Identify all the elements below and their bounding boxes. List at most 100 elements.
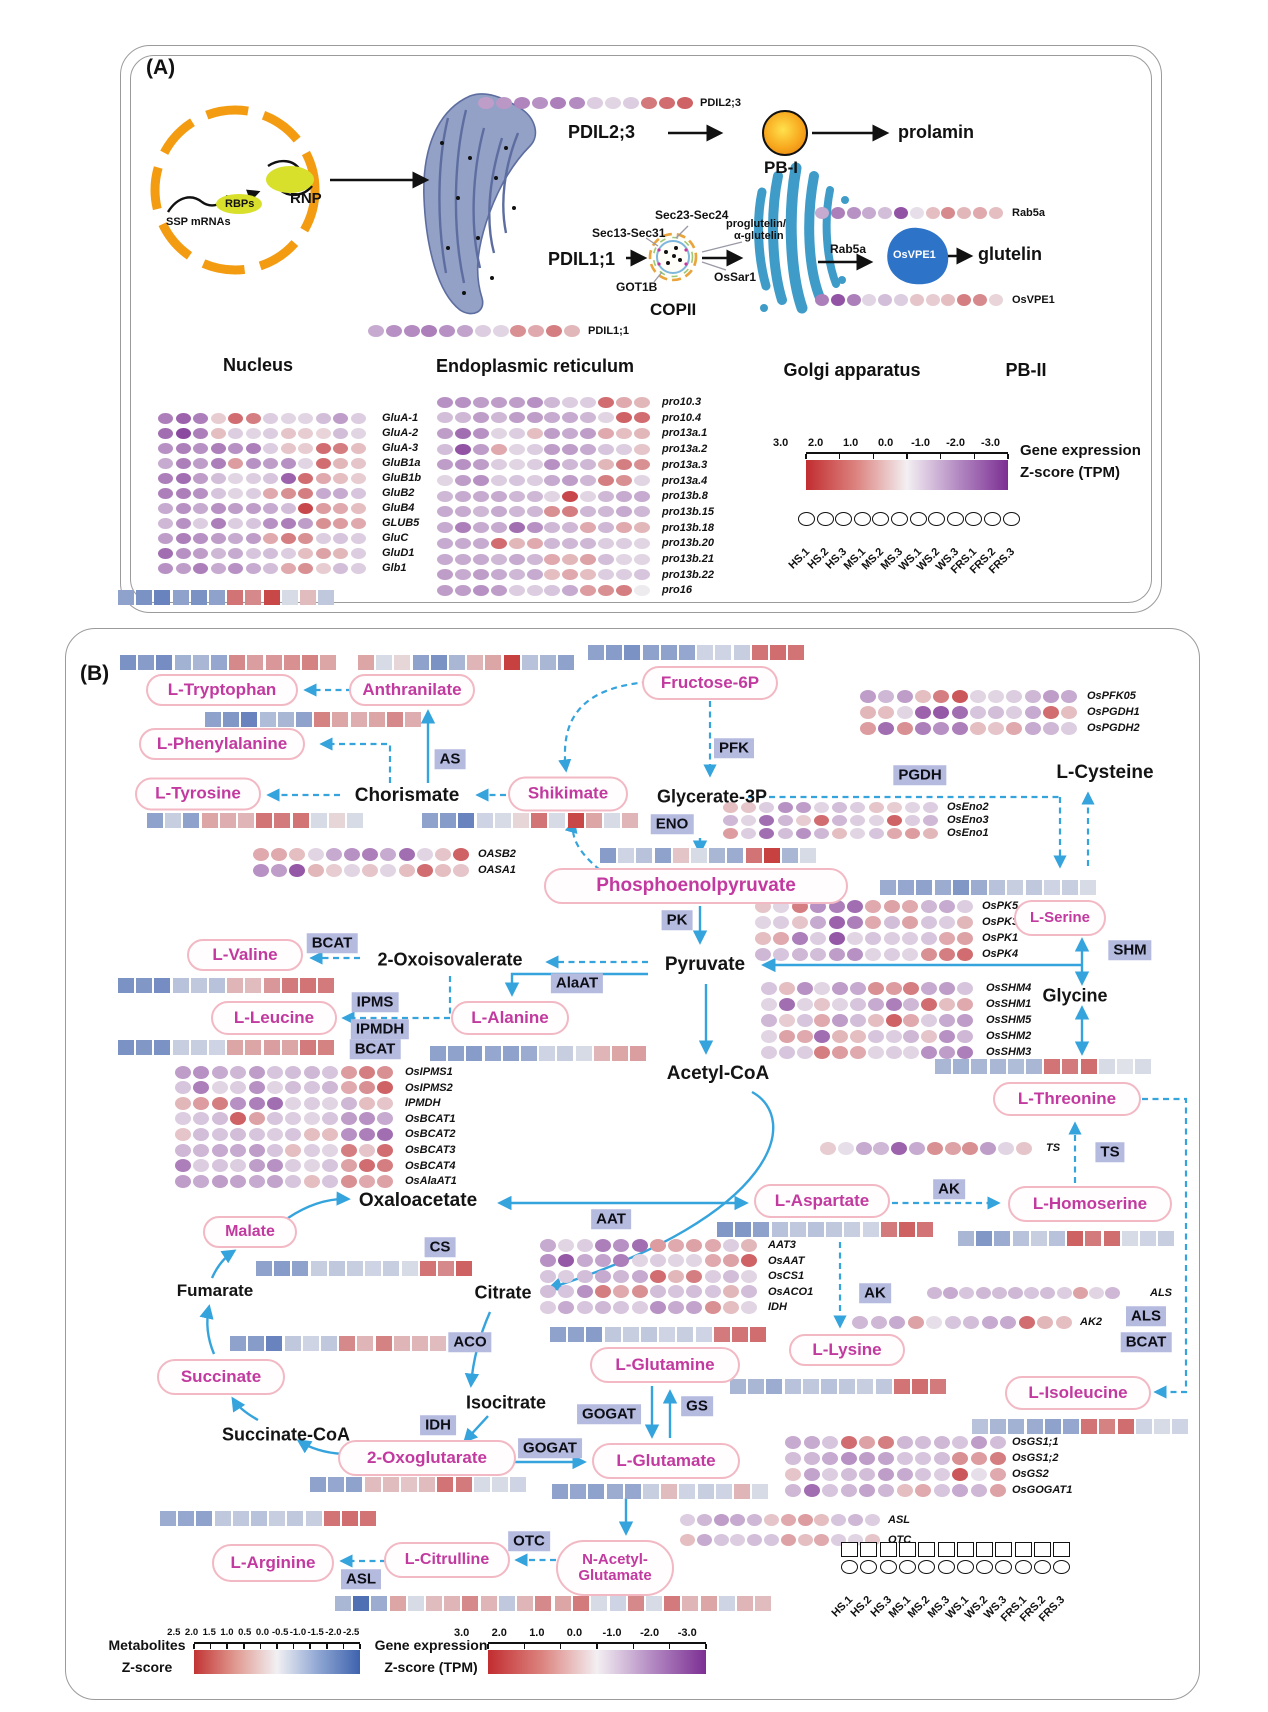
heatmap-cell	[704, 1254, 721, 1267]
heatmap-cell	[540, 1285, 556, 1298]
heatmap-cell	[546, 325, 562, 337]
metabolite-strip-cell	[766, 1379, 783, 1394]
metabolite-strip-cell	[227, 978, 244, 993]
heatmap-cell	[1006, 721, 1023, 735]
heatmap-cell	[914, 705, 931, 719]
heatmap-cell	[377, 1096, 394, 1110]
metabolite-strip-cell	[1135, 1059, 1152, 1074]
heatmap-cell	[285, 1065, 302, 1079]
enzyme-badge-ts: TS	[1095, 1142, 1125, 1162]
metabolite-strip-cell	[618, 848, 635, 863]
heatmap-cell	[453, 863, 470, 877]
metabolite-strip-cell	[1117, 1059, 1133, 1074]
heatmap-cell	[957, 931, 974, 945]
heatmap-cell	[544, 427, 561, 439]
gene-row-PDIL2;3-label: PDIL2;3	[700, 97, 741, 109]
metabolite-strip-cell	[588, 645, 604, 660]
heatmap-cell	[248, 1096, 265, 1110]
heatmap-cell	[193, 1174, 210, 1188]
metabolite-strip-cell	[455, 1477, 472, 1492]
got1b-label: GOT1B	[616, 280, 658, 294]
heatmap-cell	[905, 814, 920, 826]
heatmap-cell	[158, 532, 173, 544]
metabolite-strip-cell	[1044, 1059, 1061, 1074]
panel-a-scale-title2: Z-score (TPM)	[1020, 464, 1121, 481]
heatmap-cell	[228, 532, 243, 544]
heatmap-cell	[472, 459, 489, 471]
heatmap-cell	[868, 827, 884, 839]
heatmap-cell	[796, 1029, 813, 1043]
heatmap-cell	[303, 1143, 320, 1157]
heatmap-cell	[894, 207, 908, 219]
metabolite-strip-cell	[826, 1222, 843, 1237]
black-arrows	[330, 124, 974, 271]
heatmap-cell	[795, 801, 811, 813]
metabolite-strip-cell	[281, 978, 298, 993]
metabolite-strip-cell	[219, 813, 236, 828]
metabolite-strip-cell	[654, 848, 671, 863]
heatmap-cell	[980, 1141, 997, 1155]
heatmap-cell	[490, 412, 507, 424]
heatmap-cell	[778, 1013, 795, 1027]
heatmap-cell	[598, 443, 615, 455]
heatmap-cell	[755, 947, 771, 961]
metabolite-strip-cell	[646, 1596, 662, 1611]
metabolite-strip-cell	[462, 1596, 479, 1611]
heatmap-cell	[896, 1451, 913, 1465]
heatmap-cell	[764, 1534, 779, 1546]
scale-tick: 3.0	[454, 1627, 470, 1639]
heatmap-cell	[865, 931, 882, 945]
heatmap-cell	[228, 502, 243, 514]
metabolite-strip-cell	[347, 813, 364, 828]
metabolite-strip-cell	[643, 1484, 659, 1499]
heatmap-cell	[933, 689, 950, 703]
metabolite-strip-cell	[154, 1040, 171, 1055]
heatmap-cell	[508, 412, 525, 424]
heatmap-cell	[998, 1141, 1014, 1155]
metabolite-strip-cell	[314, 712, 331, 727]
metab-legend-notch	[193, 1644, 195, 1649]
metabolite-oval-anth: Anthranilate	[349, 674, 475, 706]
heatmap-cell	[175, 1065, 191, 1079]
metabolite-strip-cell	[682, 1596, 699, 1611]
heatmap-cell	[761, 1013, 777, 1027]
metabolite-strip-cell	[800, 848, 817, 863]
heatmap-cell	[764, 1514, 779, 1526]
metabolite-strip-cell	[269, 1511, 286, 1526]
heatmap-cell	[633, 427, 650, 439]
heatmap-cell	[778, 997, 795, 1011]
metabolite-strip-cell	[245, 590, 262, 605]
gene-row-pro13a.4-label: pro13a.4	[662, 474, 708, 487]
heatmap-cell	[454, 427, 471, 439]
heatmap-cell	[228, 427, 243, 439]
heatmap-cell	[421, 325, 438, 337]
heatmap-cell	[245, 442, 261, 454]
metabolite-strip-cell	[732, 1327, 748, 1342]
metabolite-strip-cell	[1062, 1059, 1079, 1074]
heatmap-cell	[385, 325, 402, 337]
metabolite-strip-cell	[350, 712, 367, 727]
sample-circle-b-WS.3	[995, 1560, 1013, 1574]
heatmap-cell	[377, 1143, 394, 1157]
heatmap-cell	[886, 801, 902, 813]
heatmap-cell	[907, 1315, 924, 1329]
heatmap-cell	[850, 1013, 866, 1027]
heatmap-cell	[883, 947, 900, 961]
gene-row-TS-label: TS	[1046, 1142, 1061, 1154]
enzyme-badge-gs: GS	[681, 1396, 713, 1416]
metabolite-strip-cell	[360, 1511, 377, 1526]
heatmap-cell	[228, 442, 243, 454]
heatmap-cell	[598, 569, 615, 581]
heatmap-cell	[263, 472, 278, 484]
heatmap-cell	[896, 689, 913, 703]
scale-tick: 2.0	[184, 1627, 199, 1638]
enzyme-badge-shm: SHM	[1108, 940, 1152, 960]
heatmap-cell	[490, 396, 507, 408]
gene-row-pro10.4-label: pro10.4	[662, 411, 702, 424]
heatmap-cell	[508, 396, 525, 408]
metabolite-strip-cell	[1121, 1231, 1138, 1246]
heatmap-cell	[568, 97, 585, 109]
heatmap-cell	[267, 1174, 283, 1188]
heatmap-cell	[333, 472, 348, 484]
metabolite-strip-cell	[1080, 1059, 1097, 1074]
